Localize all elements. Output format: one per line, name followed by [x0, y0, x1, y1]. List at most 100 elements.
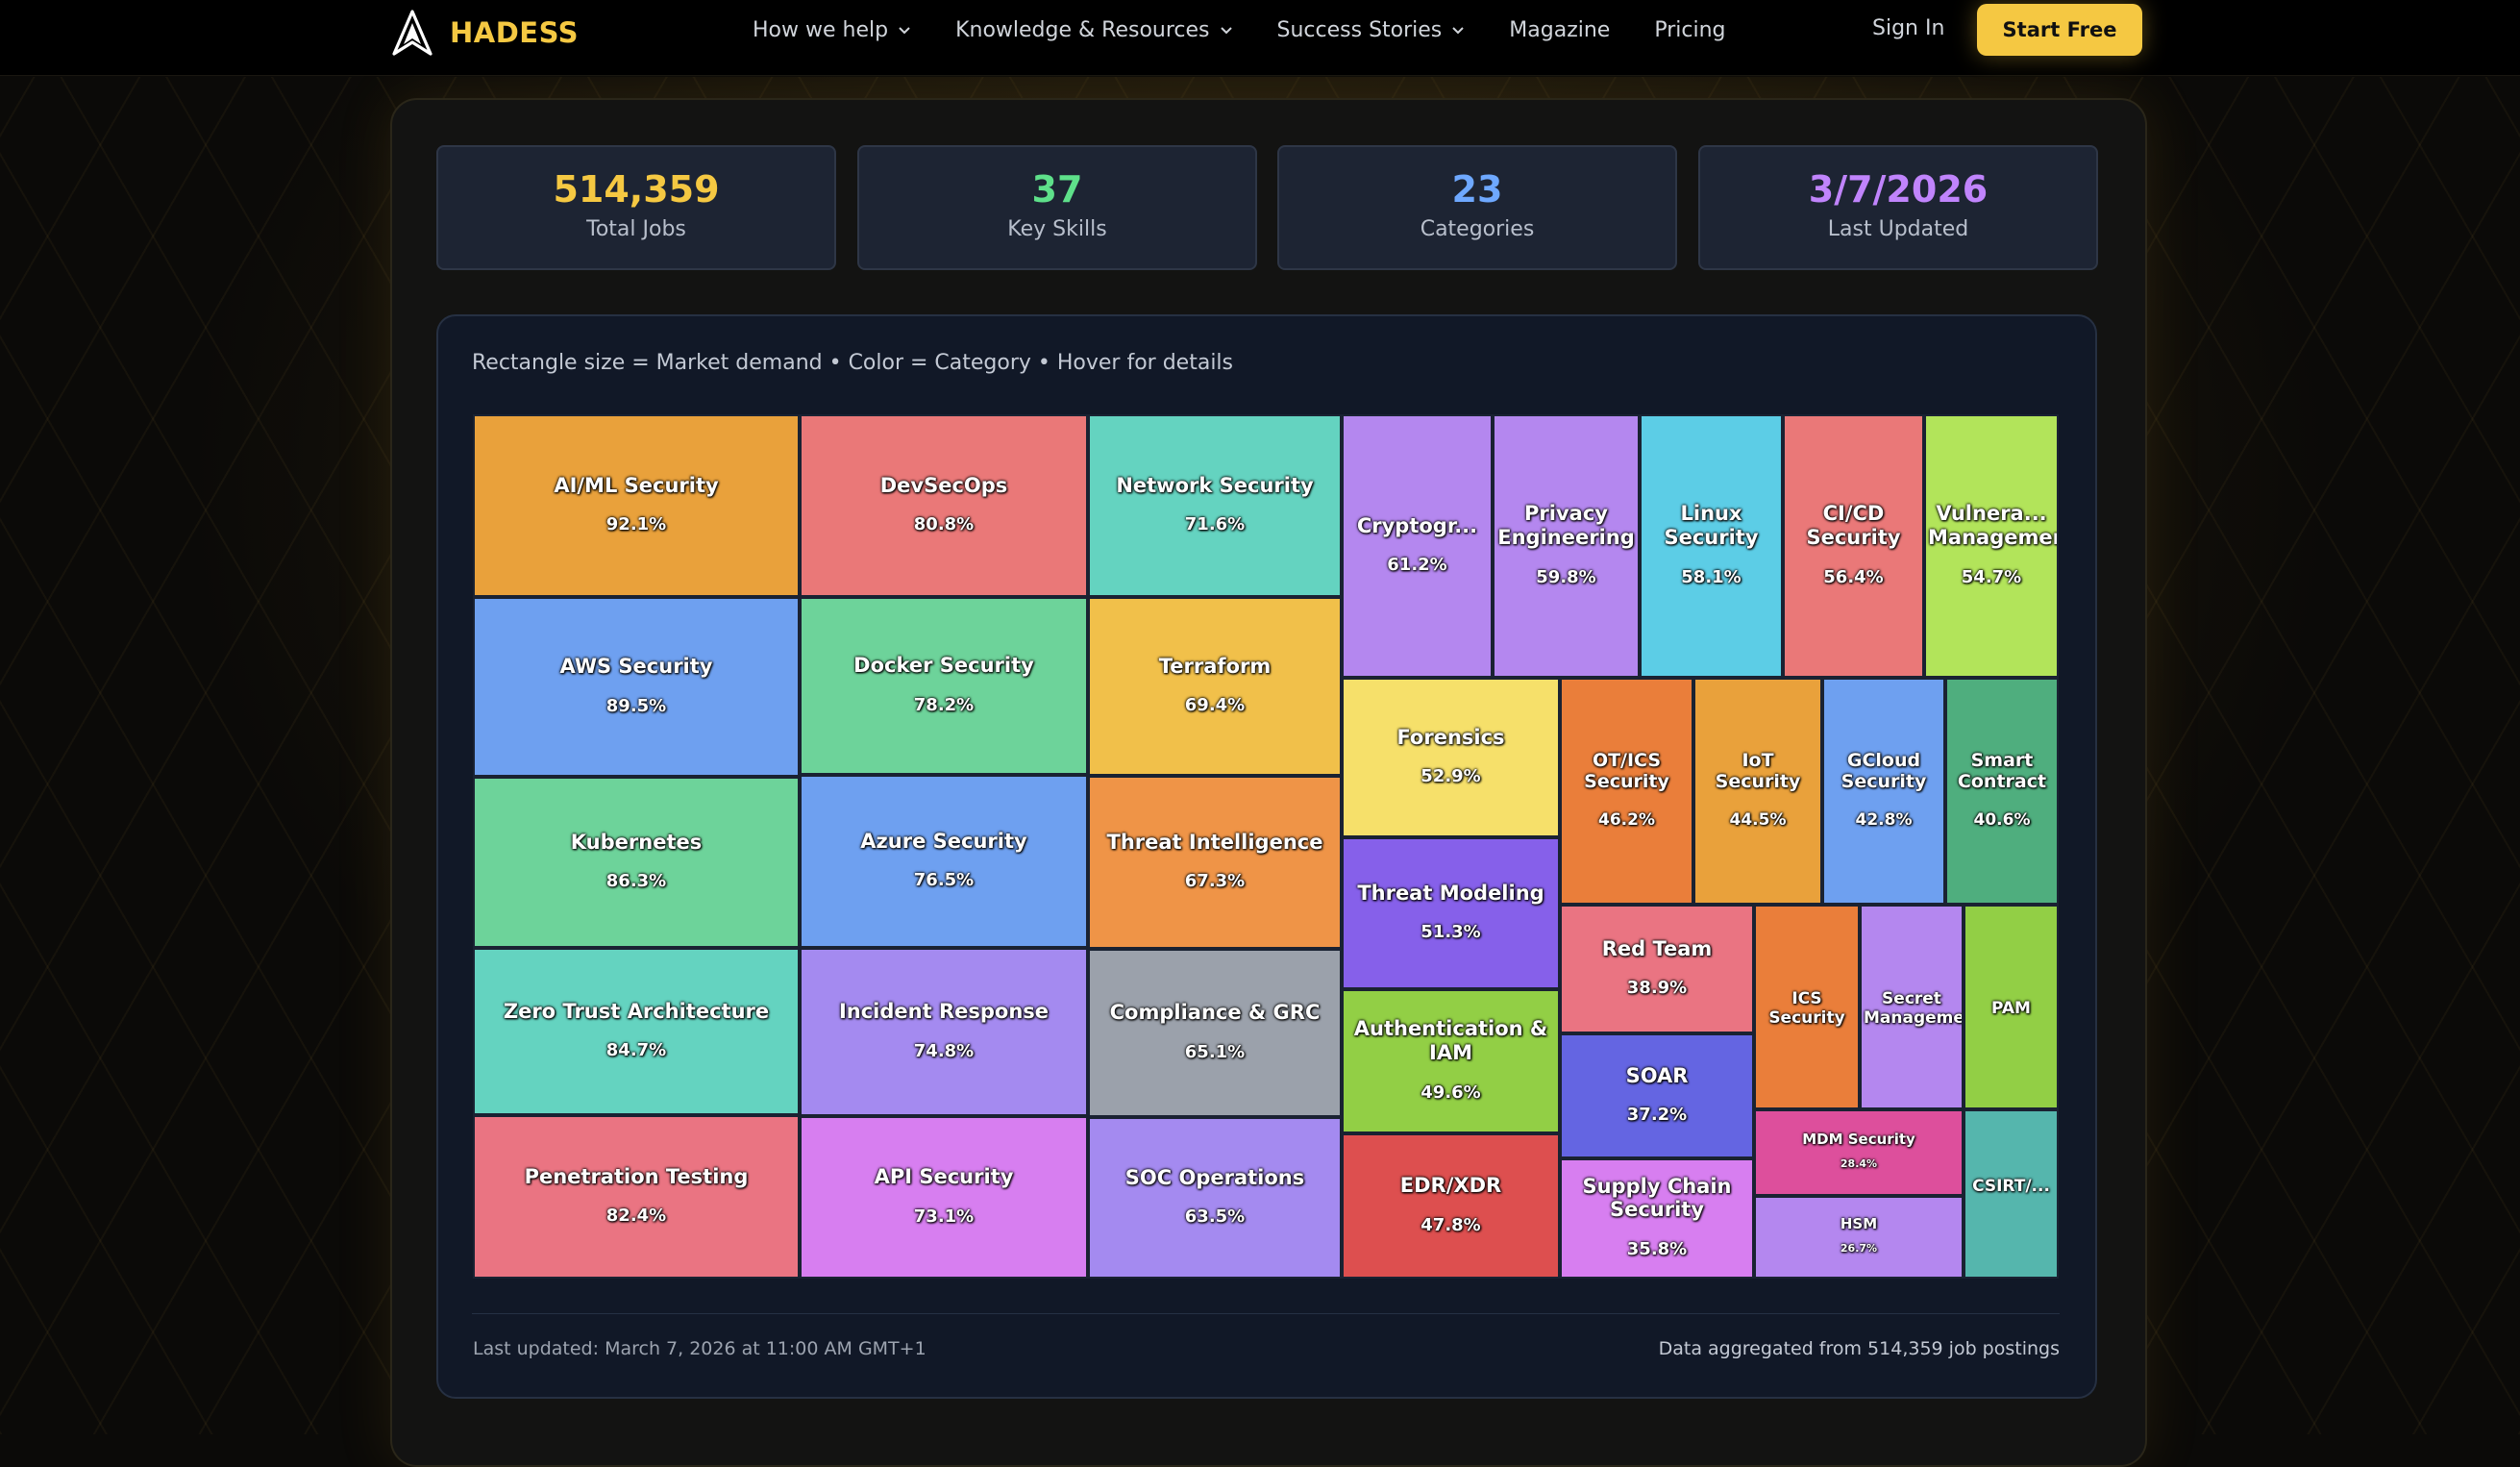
menu-label: Magazine — [1509, 17, 1611, 42]
treemap-cell-label: Zero Trust Architecture — [503, 999, 770, 1023]
treemap-cell[interactable]: Red Team 38.9% — [1560, 905, 1754, 1033]
treemap-cell-value: 37.2% — [1626, 1105, 1688, 1126]
treemap-cell[interactable]: Supply Chain Security 35.8% — [1560, 1158, 1754, 1279]
treemap-cell[interactable]: Penetration Testing 82.4% — [473, 1115, 800, 1279]
treemap-cell[interactable]: Privacy Engineering 59.8% — [1493, 414, 1640, 678]
treemap-cell[interactable]: Linux Security 58.1% — [1640, 414, 1783, 678]
treemap-cell-value: 73.1% — [913, 1206, 975, 1227]
treemap-cell[interactable]: SOC Operations 63.5% — [1088, 1117, 1342, 1279]
treemap-cell-value: 44.5% — [1729, 809, 1787, 830]
treemap-cell-label: Incident Response — [838, 1000, 1050, 1024]
treemap-cell[interactable]: EDR/XDR 47.8% — [1342, 1133, 1560, 1279]
treemap-cell[interactable]: CSIRT/... — [1964, 1109, 2059, 1279]
treemap-cell-label: SOAR — [1625, 1063, 1689, 1087]
treemap-cell-label: Smart Contract — [1957, 750, 2047, 793]
main-menu: How we help Knowledge & Resources Succes… — [753, 0, 1770, 60]
treemap-cell[interactable]: API Security 73.1% — [800, 1116, 1088, 1279]
treemap-cell-label: Authentication & IAM — [1353, 1017, 1548, 1064]
treemap-cell[interactable]: Kubernetes 86.3% — [473, 777, 800, 948]
treemap-cell[interactable]: Threat Intelligence 67.3% — [1088, 776, 1342, 949]
treemap-cell[interactable]: MDM Security 28.4% — [1754, 1109, 1964, 1196]
treemap-cell[interactable]: ICS Security — [1754, 905, 1860, 1109]
treemap-cell-value: 86.3% — [605, 871, 667, 892]
treemap-cell-label: Vulnera... Management — [1928, 502, 2057, 549]
treemap-cell-value: 63.5% — [1184, 1206, 1246, 1228]
sign-in-link[interactable]: Sign In — [1872, 16, 1945, 40]
treemap-cell-label: HSM — [1840, 1214, 1878, 1232]
menu-knowledge-resources[interactable]: Knowledge & Resources — [955, 18, 1232, 42]
treemap-cell-label: Kubernetes — [570, 830, 703, 854]
treemap-cell-value: 71.6% — [1184, 514, 1246, 535]
treemap-cell[interactable]: Secret Management — [1860, 905, 1964, 1109]
treemap-cell[interactable]: CI/CD Security 56.4% — [1783, 414, 1924, 678]
treemap-cell[interactable]: Docker Security 78.2% — [800, 597, 1088, 775]
treemap-cell[interactable]: PAM — [1964, 905, 2059, 1109]
treemap-cell[interactable]: Azure Security 76.5% — [800, 775, 1088, 948]
footer-divider — [472, 1313, 2060, 1314]
treemap-cell[interactable]: Threat Modeling 51.3% — [1342, 837, 1560, 989]
treemap-cell[interactable]: IoT Security 44.5% — [1693, 678, 1822, 905]
start-free-button[interactable]: Start Free — [1977, 4, 2142, 56]
stat-label: Total Jobs — [586, 217, 686, 241]
brand-name: HADESS — [450, 16, 580, 49]
last-updated-text: Last updated: March 7, 2026 at 11:00 AM … — [473, 1338, 926, 1359]
treemap-cell-value: 49.6% — [1421, 1082, 1481, 1103]
treemap-cell-value: 74.8% — [913, 1040, 975, 1061]
treemap-cell[interactable]: DevSecOps 80.8% — [800, 414, 1088, 597]
treemap-cell-value: 82.4% — [605, 1206, 667, 1227]
brand-logo[interactable]: HADESS — [392, 6, 579, 60]
menu-success-stories[interactable]: Success Stories — [1277, 18, 1466, 42]
treemap-cell-label: AWS Security — [559, 655, 713, 679]
stat-card-last-updated: 3/7/2026 Last Updated — [1698, 145, 2098, 270]
stat-card-total-jobs: 514,359 Total Jobs — [436, 145, 836, 270]
treemap-cell-value: 47.8% — [1421, 1214, 1481, 1235]
treemap-cell-value: 76.5% — [913, 870, 975, 891]
treemap-cell-label: Supply Chain Security — [1582, 1174, 1732, 1222]
treemap-cell-value: 58.1% — [1681, 566, 1742, 587]
stat-label: Key Skills — [1007, 217, 1107, 241]
treemap-cell-label: Network Security — [1116, 473, 1314, 497]
stat-label: Categories — [1420, 217, 1535, 241]
treemap-cell-value: 46.2% — [1598, 809, 1655, 830]
treemap-cell-value: 40.6% — [1973, 809, 2031, 830]
treemap-cell[interactable]: HSM 26.7% — [1754, 1196, 1964, 1279]
treemap-cell-value: 35.8% — [1626, 1239, 1688, 1260]
treemap-cell-label: Red Team — [1601, 936, 1713, 960]
treemap-cell[interactable]: Forensics 52.9% — [1342, 678, 1560, 837]
stat-value: 37 — [1031, 168, 1083, 211]
treemap-cell[interactable]: Authentication & IAM 49.6% — [1342, 989, 1560, 1133]
treemap-cell-value: 67.3% — [1184, 871, 1246, 892]
stat-value: 514,359 — [553, 168, 720, 211]
menu-magazine[interactable]: Magazine — [1509, 18, 1610, 42]
chevron-down-icon — [899, 27, 910, 35]
treemap-cell[interactable]: Zero Trust Architecture 84.7% — [473, 948, 800, 1115]
treemap-cell-value: 26.7% — [1840, 1242, 1878, 1256]
treemap-cell-label: AI/ML Security — [554, 473, 719, 497]
skills-treemap: AI/ML Security 92.1% AWS Security 89.5% Kube… — [473, 414, 2059, 1279]
treemap-cell-label: SOC Operations — [1124, 1165, 1305, 1189]
treemap-cell[interactable]: SOAR 37.2% — [1560, 1033, 1754, 1158]
treemap-cell[interactable]: Vulnera... Management 54.7% — [1924, 414, 2059, 678]
treemap-cell[interactable]: OT/ICS Security 46.2% — [1560, 678, 1693, 905]
treemap-cell[interactable]: GCloud Security 42.8% — [1822, 678, 1945, 905]
treemap-cell-label: CI/CD Security — [1806, 502, 1901, 549]
treemap-cell[interactable]: AWS Security 89.5% — [473, 597, 800, 777]
treemap-cell[interactable]: Terraform 69.4% — [1088, 597, 1342, 776]
treemap-cell-label: Privacy Engineering — [1497, 502, 1635, 549]
treemap-cell[interactable]: Compliance & GRC 65.1% — [1088, 949, 1342, 1117]
menu-label: Knowledge & Resources — [955, 17, 1210, 42]
treemap-cell-value: 51.3% — [1421, 922, 1481, 943]
treemap-cell-label: Terraform — [1158, 654, 1272, 678]
treemap-cell[interactable]: Incident Response 74.8% — [800, 948, 1088, 1116]
treemap-cell-label: DevSecOps — [879, 473, 1008, 497]
treemap-cell-label: Cryptogr... — [1356, 513, 1478, 537]
treemap-cell-label: Threat Modeling — [1357, 881, 1544, 905]
treemap-cell[interactable]: Smart Contract 40.6% — [1945, 678, 2059, 905]
treemap-cell[interactable]: AI/ML Security 92.1% — [473, 414, 800, 597]
menu-how-we-help[interactable]: How we help — [753, 18, 911, 42]
treemap-cell-label: CSIRT/... — [1972, 1176, 2050, 1196]
menu-pricing[interactable]: Pricing — [1654, 18, 1725, 42]
treemap-cell-label: GCloud Security — [1841, 750, 1927, 793]
treemap-cell[interactable]: Network Security 71.6% — [1088, 414, 1342, 597]
treemap-cell[interactable]: Cryptogr... 61.2% — [1342, 414, 1493, 678]
